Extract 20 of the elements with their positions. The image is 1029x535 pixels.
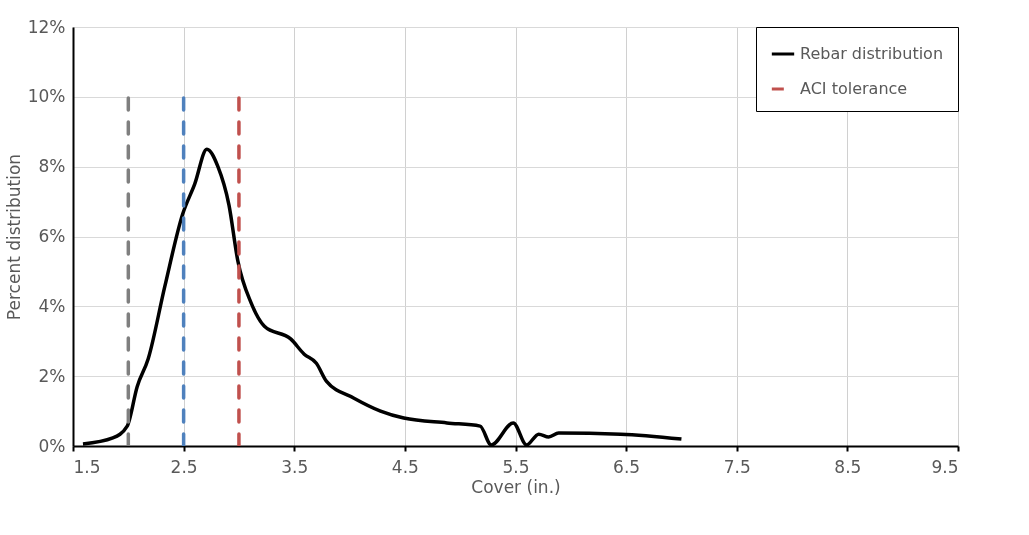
y-tick-label: 12% — [27, 16, 66, 37]
x-tick-label: 4.5 — [391, 456, 419, 477]
x-axis-title: Cover (in.) — [471, 476, 561, 497]
legend-label: Rebar distribution — [800, 44, 944, 63]
x-tick-label: 5.5 — [502, 456, 530, 477]
y-tick-label: 2% — [38, 365, 66, 386]
y-tick-label: 6% — [38, 226, 66, 246]
y-tick-label: 4% — [38, 295, 66, 316]
legend-label: ACI tolerance — [800, 79, 908, 98]
y-axis-title: Percent distribution — [3, 153, 24, 321]
y-tick-label: 0% — [38, 435, 66, 456]
x-tick-label: 8.5 — [834, 456, 862, 477]
x-tick-label: 6.5 — [613, 456, 641, 477]
y-tick-label: 10% — [27, 86, 66, 107]
y-tick-label: 8% — [38, 156, 66, 177]
x-tick-label: 1.5 — [73, 456, 101, 477]
x-tick-label: 2.5 — [170, 456, 198, 477]
x-tick-label: 9.5 — [931, 456, 959, 477]
x-tick-label: 7.5 — [723, 456, 751, 477]
x-tick-label: 3.5 — [281, 456, 309, 477]
